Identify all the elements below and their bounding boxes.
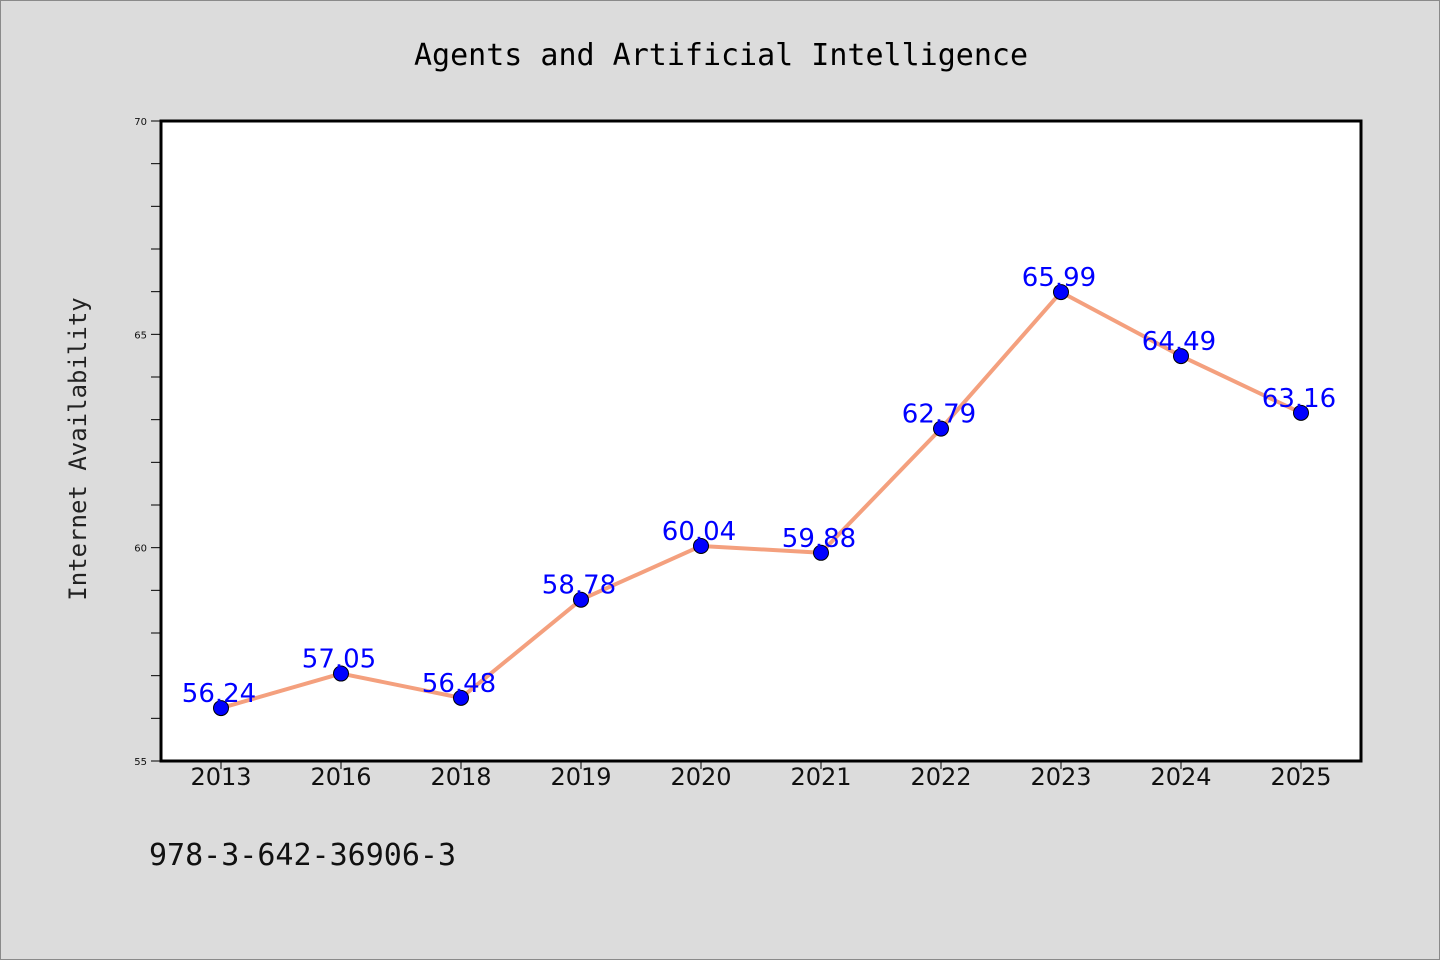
data-label: 64.49 <box>1142 327 1216 357</box>
y-tick-label: 60 <box>134 544 147 555</box>
data-label: 63.16 <box>1262 384 1336 414</box>
series-line <box>220 290 1302 711</box>
x-tick-label: 2022 <box>910 763 971 791</box>
data-point <box>1053 284 1069 301</box>
x-tick-label: 2023 <box>1030 763 1091 791</box>
y-tick-label: 55 <box>134 757 147 768</box>
x-tick-label: 2024 <box>1150 763 1211 791</box>
data-label: 56.48 <box>422 669 496 699</box>
series-markers <box>213 284 1309 717</box>
y-axis-label: Internet Availability <box>64 297 92 600</box>
data-label: 62.79 <box>902 400 976 430</box>
y-axis: 55 60 65 70 <box>134 117 161 768</box>
data-point <box>813 544 829 561</box>
x-tick-label: 2025 <box>1270 763 1331 791</box>
x-tick-label: 2021 <box>790 763 851 791</box>
data-label: 58.78 <box>542 571 616 601</box>
data-point <box>213 700 229 717</box>
data-label: 57.05 <box>302 645 376 675</box>
x-tick-label: 2013 <box>190 763 251 791</box>
y-tick-label: 70 <box>134 117 147 128</box>
chart-title: Agents and Artificial Intelligence <box>414 38 1028 73</box>
data-point <box>933 420 949 437</box>
data-label: 59.88 <box>782 524 856 554</box>
data-label: 56.24 <box>182 679 256 709</box>
data-label: 60.04 <box>662 517 736 547</box>
x-tick-label: 2019 <box>550 763 611 791</box>
y-tick-label: 65 <box>134 330 147 341</box>
data-label: 65.99 <box>1022 263 1096 293</box>
data-point <box>453 689 469 706</box>
x-axis: 2013 2016 2018 2019 2020 2021 2022 2023 2024 2025 <box>190 761 1332 791</box>
data-point <box>1173 348 1189 365</box>
data-labels: 56.24 57.05 56.48 58.78 60.04 59.88 62.79 65.99… <box>182 263 1336 709</box>
data-point <box>573 591 589 608</box>
data-point <box>1293 404 1309 421</box>
data-point <box>333 665 349 682</box>
x-tick-label: 2016 <box>310 763 371 791</box>
x-tick-label: 2020 <box>670 763 731 791</box>
x-tick-label: 2018 <box>430 763 491 791</box>
footnote: 978-3-642-36906-3 <box>149 838 456 873</box>
data-point <box>693 537 709 554</box>
plot-area <box>159 119 1363 763</box>
